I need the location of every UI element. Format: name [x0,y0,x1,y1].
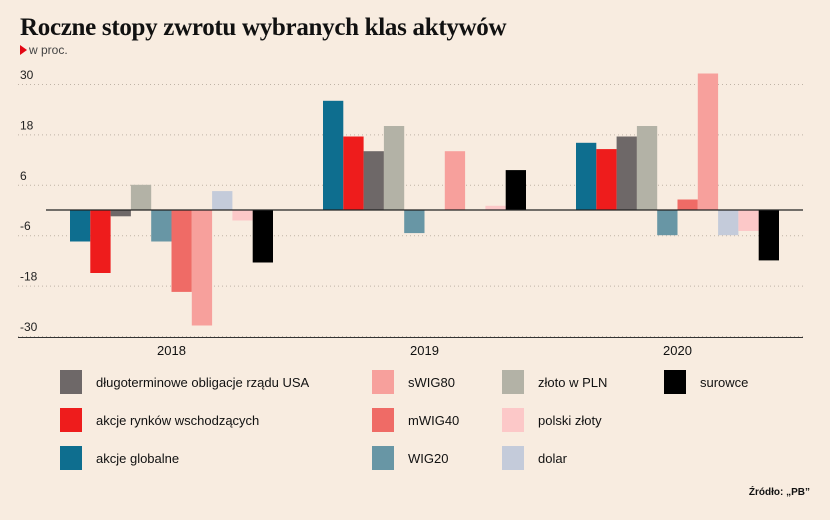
chart-title: Roczne stopy zwrotu wybranych klas aktyw… [20,14,507,41]
legend-swatch [502,370,524,394]
bar [596,149,617,210]
legend-label: akcje rynków wschodzących [96,412,260,428]
legend-item: dolar [502,446,567,470]
bar [343,136,364,210]
bar [323,100,344,210]
legend-label: sWIG80 [408,374,455,390]
bar [110,210,131,217]
x-tick-label: 2020 [663,343,692,358]
legend-swatch [60,370,82,394]
y-tick-label: -18 [20,270,38,284]
bar [738,210,759,231]
bar [718,210,739,236]
source-note: Źródło: „PB” [748,487,810,498]
legend-swatch [60,408,82,432]
bar [70,210,91,242]
legend-label: akcje globalne [96,450,180,466]
bar [485,205,506,210]
y-tick-label: 6 [20,169,27,183]
legend-label: surowce [700,374,749,390]
bar [677,199,698,210]
x-tick-label: 2019 [410,343,439,358]
legend-swatch [502,446,524,470]
legend-item: polski złoty [502,408,602,432]
bar [758,210,779,261]
legend-item: złoto w PLN [502,370,607,394]
bar [232,210,253,221]
bar [252,210,273,263]
bar [616,136,637,210]
legend-swatch [372,370,394,394]
legend-item: akcje globalne [60,446,179,470]
legend-label: WIG20 [408,450,449,466]
legend-swatch [372,408,394,432]
bar [697,73,719,210]
legend-swatch [664,370,686,394]
bar [383,126,405,210]
bar [191,210,213,326]
bar [171,210,192,292]
legend-label: złoto w PLN [538,374,608,390]
legend-swatch [60,446,82,470]
legend-label: mWIG40 [408,412,460,428]
y-tick-label: 18 [20,118,34,132]
bar [444,151,466,210]
legend-swatch [372,446,394,470]
legend-item: mWIG40 [372,408,459,432]
legend-item: akcje rynków wschodzących [60,408,259,432]
legend-item: surowce [664,370,748,394]
bar [505,170,526,210]
y-tick-label: -6 [20,219,31,233]
subtitle-text: w proc. [29,43,68,57]
legend-label: polski złoty [538,412,602,428]
bar [404,210,425,234]
bar-chart: 30 18 6 -6 -18 -30 2018 2019 2020 [18,68,803,358]
bar [212,191,233,210]
bar [151,210,172,242]
bar [363,151,384,210]
legend-label: dolar [538,450,567,466]
legend-item: długoterminowe obligacje rządu USA [60,370,309,394]
legend-item: sWIG80 [372,370,455,394]
bar [90,210,111,273]
legend-swatch [502,408,524,432]
y-tick-label: -30 [20,320,38,334]
legend-item: WIG20 [372,446,448,470]
bar [130,184,152,210]
chart-subtitle: w proc. [20,43,68,57]
legend-label: długoterminowe obligacje rządu USA [96,374,310,390]
red-triangle-icon [20,45,27,55]
bar [636,126,658,210]
bar [657,210,678,236]
x-tick-label: 2018 [157,343,186,358]
y-tick-label: 30 [20,68,34,82]
bar [576,142,597,210]
